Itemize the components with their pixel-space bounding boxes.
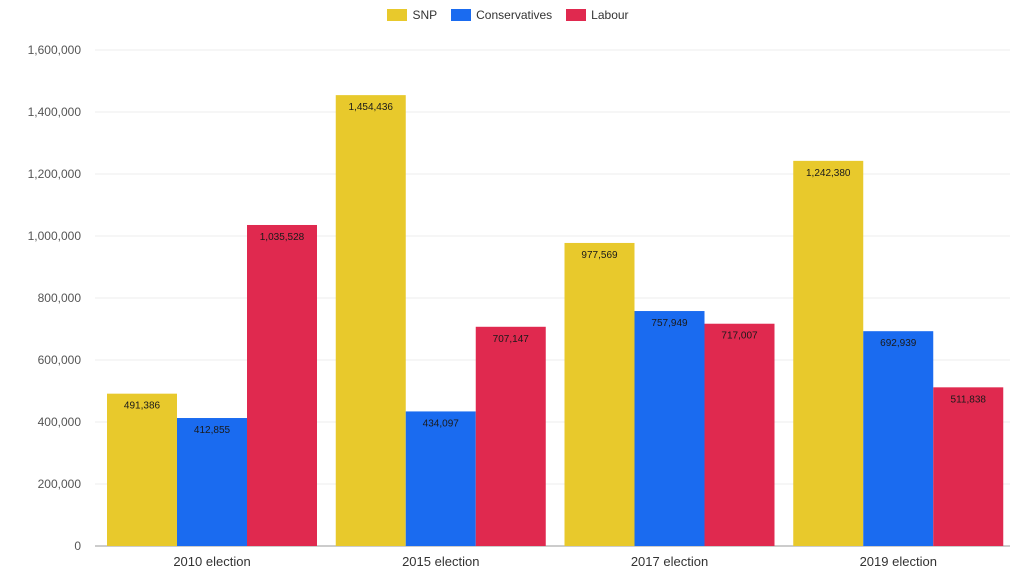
bar <box>247 224 317 546</box>
data-label: 511,838 <box>951 394 987 405</box>
legend: SNP Conservatives Labour <box>0 8 1016 22</box>
y-tick-label: 200,000 <box>38 477 82 491</box>
bar <box>475 326 546 546</box>
x-tick-label: 2015 election <box>402 554 479 569</box>
data-label: 977,569 <box>581 250 618 261</box>
y-tick-label: 800,000 <box>38 291 82 305</box>
y-tick-label: 600,000 <box>38 353 82 367</box>
bar <box>177 418 247 546</box>
data-label: 491,386 <box>124 401 161 412</box>
data-label: 717,007 <box>721 331 758 342</box>
bar <box>634 311 705 546</box>
y-tick-label: 1,200,000 <box>28 167 82 181</box>
legend-swatch <box>566 9 587 21</box>
y-tick-label: 1,000,000 <box>28 229 82 243</box>
data-label: 1,242,380 <box>806 168 851 179</box>
bar <box>863 331 934 546</box>
legend-item[interactable]: Labour <box>566 8 629 22</box>
data-label: 1,035,528 <box>260 232 305 243</box>
y-tick-label: 0 <box>74 539 81 553</box>
data-label: 434,097 <box>423 418 460 429</box>
y-tick-label: 1,400,000 <box>28 105 82 119</box>
bar <box>107 393 177 546</box>
bar <box>793 160 864 547</box>
data-label: 707,147 <box>493 334 530 345</box>
bar <box>564 242 635 546</box>
data-label: 412,855 <box>194 425 231 436</box>
legend-label: Labour <box>591 8 629 22</box>
legend-label: Conservatives <box>476 8 553 22</box>
bar <box>335 95 406 546</box>
y-tick-label: 400,000 <box>38 415 82 429</box>
bar <box>933 387 1004 546</box>
data-label: 757,949 <box>651 318 688 329</box>
data-label: 1,454,436 <box>349 102 394 113</box>
x-tick-label: 2017 election <box>631 554 708 569</box>
legend-item[interactable]: SNP <box>387 8 437 22</box>
legend-swatch <box>387 9 408 21</box>
legend-swatch <box>451 9 472 21</box>
x-tick-label: 2010 election <box>173 554 250 569</box>
legend-item[interactable]: Conservatives <box>451 8 552 22</box>
y-tick-label: 1,600,000 <box>28 43 82 57</box>
bar <box>405 411 476 546</box>
legend-label: SNP <box>412 8 438 22</box>
x-tick-label: 2019 election <box>860 554 937 569</box>
bar <box>704 323 775 546</box>
data-label: 692,939 <box>880 338 917 349</box>
